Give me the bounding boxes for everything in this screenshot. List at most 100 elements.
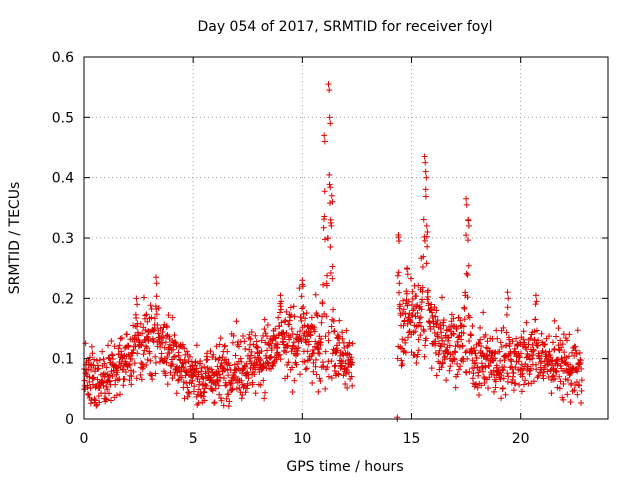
data-point bbox=[325, 373, 332, 380]
data-point bbox=[223, 356, 230, 363]
data-point bbox=[542, 341, 549, 348]
data-point bbox=[130, 368, 137, 375]
data-point bbox=[564, 337, 571, 344]
data-point bbox=[452, 343, 459, 350]
data-point bbox=[476, 366, 483, 373]
data-point bbox=[147, 357, 154, 364]
data-point bbox=[229, 386, 236, 393]
data-point bbox=[304, 348, 311, 355]
data-point bbox=[342, 380, 349, 387]
data-point bbox=[194, 391, 201, 398]
data-point bbox=[152, 353, 159, 360]
data-point bbox=[423, 335, 430, 342]
data-point bbox=[137, 320, 144, 327]
data-point bbox=[400, 322, 407, 329]
data-point bbox=[422, 159, 429, 166]
data-point bbox=[299, 283, 306, 290]
data-point bbox=[211, 400, 218, 407]
data-point bbox=[115, 364, 122, 371]
data-point bbox=[497, 357, 504, 364]
data-point bbox=[491, 355, 498, 362]
data-point bbox=[509, 338, 516, 345]
data-point bbox=[148, 314, 155, 321]
data-point bbox=[239, 381, 246, 388]
data-point bbox=[184, 393, 191, 400]
data-point bbox=[122, 369, 129, 376]
x-tick-label: 5 bbox=[189, 431, 198, 447]
data-point bbox=[207, 348, 214, 355]
data-point bbox=[573, 351, 580, 358]
data-point bbox=[228, 387, 235, 394]
data-point bbox=[447, 363, 454, 370]
data-point bbox=[240, 384, 247, 391]
data-point bbox=[517, 366, 524, 373]
data-point bbox=[268, 353, 275, 360]
data-point bbox=[96, 357, 103, 364]
data-point bbox=[270, 363, 277, 370]
data-point bbox=[341, 344, 348, 351]
data-point bbox=[520, 336, 527, 343]
data-point bbox=[193, 342, 200, 349]
data-point bbox=[488, 352, 495, 359]
data-point bbox=[202, 381, 209, 388]
data-point bbox=[553, 368, 560, 375]
data-point bbox=[297, 328, 304, 335]
data-point bbox=[109, 373, 116, 380]
data-point bbox=[441, 341, 448, 348]
data-point bbox=[415, 282, 422, 289]
data-point bbox=[300, 310, 307, 317]
data-point bbox=[186, 353, 193, 360]
data-point bbox=[216, 354, 223, 361]
data-point bbox=[327, 243, 334, 250]
data-point bbox=[438, 364, 445, 371]
data-point bbox=[557, 362, 564, 369]
data-point bbox=[239, 391, 246, 398]
data-point bbox=[472, 359, 479, 366]
data-point bbox=[446, 367, 453, 374]
data-point bbox=[106, 355, 113, 362]
data-point bbox=[516, 354, 523, 361]
data-point bbox=[318, 319, 325, 326]
data-point bbox=[399, 361, 406, 368]
data-point bbox=[180, 360, 187, 367]
data-point bbox=[203, 382, 210, 389]
data-point bbox=[92, 397, 99, 404]
data-point bbox=[178, 374, 185, 381]
data-point bbox=[455, 314, 462, 321]
data-point bbox=[262, 389, 269, 396]
data-point bbox=[331, 327, 338, 334]
data-point bbox=[477, 336, 484, 343]
data-point bbox=[226, 362, 233, 369]
data-point bbox=[131, 360, 138, 367]
data-point bbox=[396, 280, 403, 287]
data-point bbox=[321, 213, 328, 220]
data-point bbox=[417, 314, 424, 321]
data-point bbox=[439, 294, 446, 301]
data-point bbox=[412, 313, 419, 320]
data-point bbox=[421, 328, 428, 335]
data-point bbox=[126, 362, 133, 369]
x-tick-labels: 0 5 10 15 20 bbox=[80, 431, 530, 447]
data-points bbox=[81, 81, 585, 422]
data-point bbox=[232, 352, 239, 359]
data-point bbox=[189, 377, 196, 384]
data-point bbox=[304, 333, 311, 340]
data-point bbox=[428, 301, 435, 308]
data-point bbox=[566, 331, 573, 338]
data-point bbox=[450, 315, 457, 322]
data-point bbox=[464, 237, 471, 244]
data-point bbox=[244, 385, 251, 392]
data-point bbox=[510, 387, 517, 394]
y-tick-label: 0.5 bbox=[52, 110, 74, 126]
data-point bbox=[212, 385, 219, 392]
data-point bbox=[504, 378, 511, 385]
data-point bbox=[325, 81, 332, 88]
data-point bbox=[532, 292, 539, 299]
data-point bbox=[185, 389, 192, 396]
data-point bbox=[238, 377, 245, 384]
data-point bbox=[172, 340, 179, 347]
data-point bbox=[109, 355, 116, 362]
data-point bbox=[479, 350, 486, 357]
data-point bbox=[540, 375, 547, 382]
data-point bbox=[421, 237, 428, 244]
